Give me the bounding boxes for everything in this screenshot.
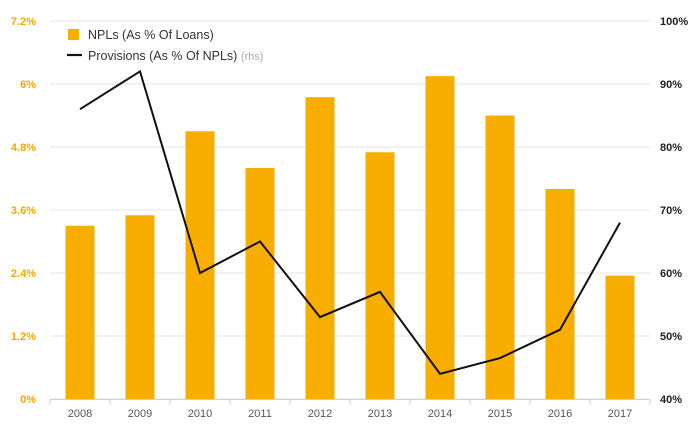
right-axis-tick-label: 40% [660, 394, 682, 406]
left-axis-tick-label: 3.6% [11, 205, 36, 217]
bar [305, 97, 335, 399]
bar [125, 215, 155, 399]
bar [605, 275, 635, 399]
legend-label-line: Provisions (As % Of NPLs) (rhs) [88, 49, 263, 63]
left-axis-tick-label: 0% [20, 394, 36, 406]
legend-label-bar: NPLs (As % Of Loans) [88, 28, 214, 42]
right-axis-tick-label: 70% [660, 205, 682, 217]
right-axis: 40% 50% 60% 70% 80% 90% 100% [660, 16, 688, 406]
bar [365, 152, 395, 399]
bar [425, 76, 455, 399]
right-axis-tick-label: 100% [660, 16, 688, 28]
x-axis-tick-label: 2015 [488, 408, 512, 420]
x-axis-tick-label: 2016 [548, 408, 572, 420]
legend-swatch-bar [68, 29, 79, 40]
x-axis-tick-label: 2008 [68, 408, 92, 420]
bar-series [65, 76, 635, 399]
bar [485, 115, 515, 399]
x-axis-tick-label: 2017 [608, 408, 632, 420]
x-axis-tick-label: 2011 [248, 408, 272, 420]
bar [245, 168, 275, 399]
x-axis-tick-label: 2014 [428, 408, 452, 420]
x-axis-tick-label: 2012 [308, 408, 332, 420]
bar [185, 131, 215, 399]
x-axis-tick-label: 2013 [368, 408, 392, 420]
right-axis-tick-label: 90% [660, 79, 682, 91]
x-axis-tick-label: 2010 [188, 408, 212, 420]
bar [545, 189, 575, 399]
line-series [79, 69, 621, 375]
left-axis: 0% 1.2% 2.4% 3.6% 4.8% 6% 7.2% [11, 16, 36, 406]
x-axis: 2008 2009 2010 2011 2012 2013 2014 2015 2016 2017 [49, 399, 651, 420]
x-axis-tick-label: 2009 [128, 408, 152, 420]
right-axis-tick-label: 80% [660, 142, 682, 154]
left-axis-tick-label: 1.2% [11, 331, 36, 343]
left-axis-tick-label: 6% [20, 79, 36, 91]
legend-line-note: (rhs) [241, 51, 264, 63]
legend: NPLs (As % Of Loans) Provisions (As % Of… [67, 28, 263, 63]
provisions-line [79, 69, 621, 375]
left-axis-tick-label: 4.8% [11, 142, 36, 154]
right-axis-tick-label: 60% [660, 268, 682, 280]
right-axis-tick-label: 50% [660, 331, 682, 343]
left-axis-tick-label: 2.4% [11, 268, 36, 280]
bar [65, 225, 95, 399]
legend-line-name: Provisions (As % Of NPLs) [88, 49, 237, 63]
left-axis-tick-label: 7.2% [11, 16, 36, 28]
